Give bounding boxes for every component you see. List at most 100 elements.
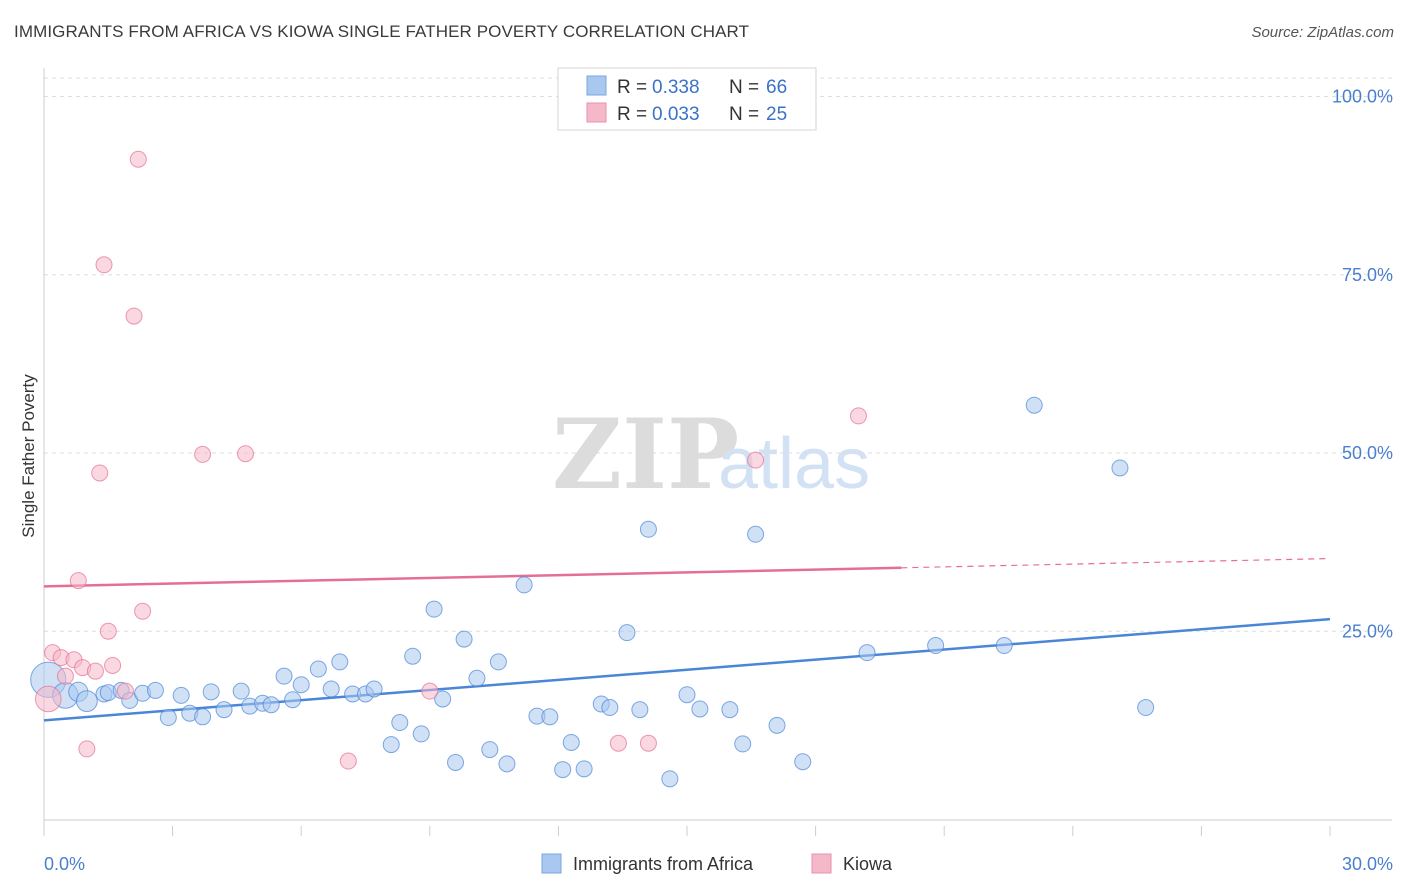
x-tick-label: 30.0%	[1342, 854, 1393, 874]
y-axis-title: Single Father Poverty	[19, 374, 38, 538]
bottom-legend-swatch-africa	[541, 853, 562, 874]
point-africa	[75, 690, 98, 713]
point-africa	[382, 736, 400, 754]
bottom-legend: Immigrants from Africa Kiowa	[541, 853, 893, 874]
legend-n-value-africa: 66	[766, 77, 787, 98]
point-kiowa	[849, 407, 867, 425]
point-africa	[721, 701, 739, 719]
watermark-atlas: atlas	[718, 424, 870, 504]
point-africa	[434, 690, 452, 708]
point-africa	[322, 680, 340, 698]
point-africa	[995, 637, 1013, 655]
point-kiowa	[78, 740, 96, 758]
axis-ticks: 25.0% 50.0% 75.0% 100.0% 0.0% 30.0%	[43, 87, 1393, 874]
point-africa	[284, 691, 302, 709]
point-africa	[275, 667, 293, 685]
legend-r-label-kiowa: R =	[617, 104, 647, 125]
point-kiowa	[56, 667, 74, 685]
legend-n-label-kiowa: N =	[729, 104, 759, 125]
trend-line-africa	[43, 617, 1331, 722]
point-africa	[562, 733, 580, 751]
point-africa	[455, 630, 473, 648]
point-africa	[794, 753, 812, 771]
point-kiowa	[99, 622, 117, 640]
point-africa	[468, 669, 486, 687]
point-kiowa	[91, 464, 109, 482]
point-kiowa	[134, 602, 152, 620]
y-tick-label: 25.0%	[1342, 621, 1393, 641]
legend-r-value-africa: 0.338	[652, 77, 700, 98]
point-africa	[489, 653, 507, 671]
point-africa	[678, 686, 696, 704]
point-africa	[639, 520, 657, 538]
point-kiowa	[339, 752, 357, 770]
point-africa	[309, 660, 327, 678]
point-africa	[601, 699, 619, 717]
point-africa	[262, 696, 280, 714]
point-africa	[404, 647, 422, 665]
bottom-legend-label-africa: Immigrants from Africa	[573, 854, 754, 874]
point-africa	[172, 686, 190, 704]
point-africa	[481, 741, 499, 759]
point-africa	[618, 624, 636, 642]
legend-swatch-kiowa	[586, 102, 607, 123]
y-tick-label: 100.0%	[1332, 87, 1393, 107]
point-africa	[1025, 396, 1043, 414]
point-kiowa	[609, 734, 627, 752]
bottom-legend-label-kiowa: Kiowa	[843, 854, 893, 874]
point-africa	[858, 644, 876, 662]
point-africa	[768, 716, 786, 734]
point-africa	[541, 708, 559, 726]
point-africa	[194, 708, 212, 726]
point-africa	[515, 576, 533, 594]
point-africa	[159, 709, 177, 727]
point-kiowa	[86, 662, 104, 680]
gridlines	[44, 77, 1392, 632]
point-africa	[292, 676, 310, 694]
point-kiowa	[34, 685, 62, 713]
point-kiowa	[129, 150, 147, 168]
point-africa	[146, 681, 164, 699]
y-tick-label: 50.0%	[1342, 443, 1393, 463]
point-africa	[331, 653, 349, 671]
data-points	[30, 150, 1155, 788]
chart-title: IMMIGRANTS FROM AFRICA VS KIOWA SINGLE F…	[14, 22, 750, 41]
point-africa	[1111, 459, 1129, 477]
y-tick-label: 75.0%	[1342, 265, 1393, 285]
point-kiowa	[104, 656, 122, 674]
point-africa	[575, 760, 593, 778]
point-kiowa	[125, 307, 143, 325]
legend-swatch-africa	[586, 75, 607, 96]
point-kiowa	[69, 572, 87, 590]
point-africa	[412, 725, 430, 743]
legend-r-label-africa: R =	[617, 77, 647, 98]
point-africa	[631, 701, 649, 719]
legend-n-value-kiowa: 25	[766, 104, 787, 125]
point-africa	[734, 735, 752, 753]
point-africa	[447, 753, 465, 771]
point-africa	[391, 714, 409, 732]
point-africa	[1137, 699, 1155, 717]
x-tick-label: 0.0%	[44, 854, 85, 874]
legend-r-value-kiowa: 0.033	[652, 104, 700, 125]
point-africa	[202, 683, 220, 701]
point-africa	[927, 637, 945, 655]
point-africa	[661, 770, 679, 788]
source-credit: Source: ZipAtlas.com	[1251, 24, 1394, 41]
bottom-legend-swatch-kiowa	[811, 853, 832, 874]
legend: R = 0.338 N = 66 R = 0.033 N = 25	[557, 67, 817, 131]
point-africa	[498, 755, 516, 773]
point-africa	[554, 761, 572, 779]
point-kiowa	[116, 682, 134, 700]
point-kiowa	[421, 682, 439, 700]
point-kiowa	[236, 445, 254, 463]
watermark-zip: ZIP	[552, 398, 739, 511]
point-africa	[425, 600, 443, 618]
point-kiowa	[639, 734, 657, 752]
trend-line-extension-kiowa	[901, 557, 1331, 569]
legend-n-label-africa: N =	[729, 77, 759, 98]
point-africa	[215, 701, 233, 719]
point-kiowa	[95, 256, 113, 274]
point-kiowa	[194, 445, 212, 463]
